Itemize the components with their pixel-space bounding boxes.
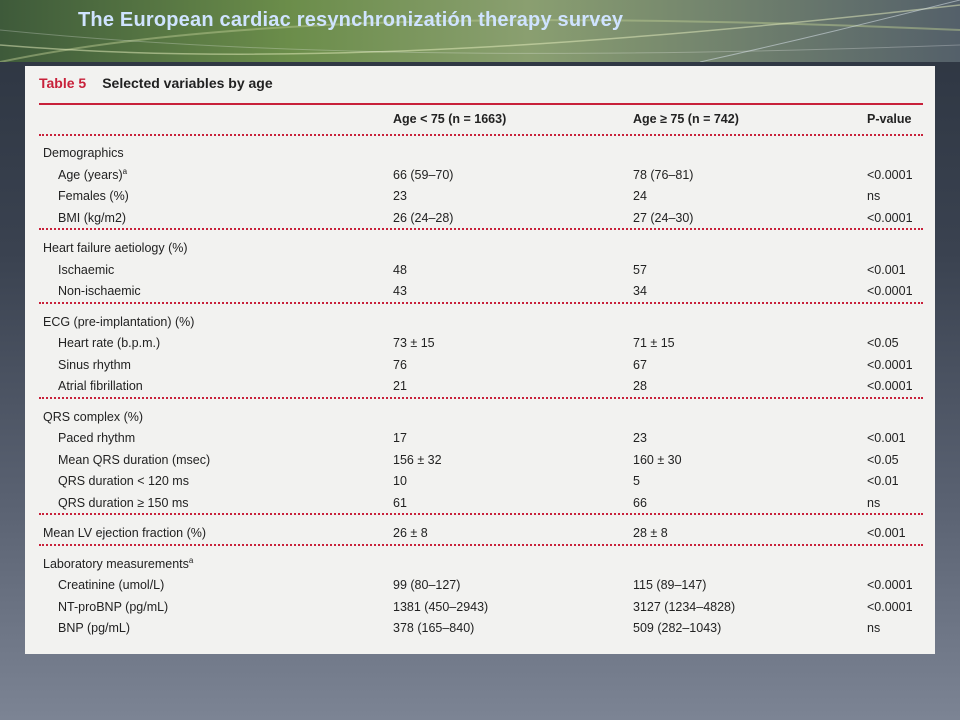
section-label: Laboratory measurementsa [43,555,194,571]
cell-p-value: <0.001 [867,262,906,277]
cell-p-value: <0.0001 [867,599,913,614]
cell-age-under-75: 156 ± 32 [393,452,442,467]
cell-age-under-75: 10 [393,474,407,488]
cell-p-value: <0.0001 [867,210,913,225]
row-label: QRS duration < 120 ms [58,474,189,488]
column-header-age-under-75: Age < 75 (n = 1663) [393,112,507,126]
cell-age-75-plus: 71 ± 15 [633,336,675,350]
cell-age-under-75: 26 (24–28) [393,210,454,225]
header-bottom-rule [39,134,923,136]
slide-title: The European cardiac resynchronizatión t… [78,9,624,31]
row-label: Ischaemic [58,262,115,277]
section-divider [39,228,923,230]
cell-p-value: ns [867,495,881,510]
cell-age-under-75: 48 [393,262,407,277]
row-label: Mean QRS duration (msec) [58,452,211,467]
cell-age-75-plus: 67 [633,357,647,372]
cell-age-under-75: 43 [393,284,407,298]
footnote-marker: a [188,555,194,565]
cell-age-under-75: 1381 (450–2943) [393,599,489,614]
section-divider [39,543,923,546]
cell-age-under-75: 21 [393,379,407,393]
cell-age-75-plus: 27 (24–30) [633,210,694,225]
section-label: Heart failure aetiology (%) [43,241,188,255]
footnote-marker: a [122,166,128,176]
cell-p-value: <0.001 [867,431,906,445]
section-label: QRS complex (%) [43,409,144,424]
cell-age-75-plus: 66 [633,495,647,510]
section-label: ECG (pre-implantation) (%) [43,314,195,329]
section-divider [39,513,923,515]
cell-age-under-75: 66 (59–70) [393,167,454,182]
cell-p-value: <0.01 [867,474,899,488]
row-label: Age (years)a [58,166,128,182]
cell-p-value: <0.05 [867,336,899,350]
cell-p-value: <0.0001 [867,167,913,182]
section-divider [39,301,923,304]
cell-age-under-75: 73 ± 15 [393,336,435,350]
section-label: Mean LV ejection fraction (%) [43,526,207,540]
cell-age-under-75: 17 [393,431,407,445]
cell-p-value: <0.05 [867,452,899,467]
header-top-rule [39,103,923,105]
row-label: NT-proBNP (pg/mL) [58,599,169,614]
cell-age-75-plus: 24 [633,189,647,203]
slide-header-band [0,0,960,62]
cell-p-value: <0.0001 [867,379,913,393]
column-header-age-75-plus: Age ≥ 75 (n = 742) [633,112,739,126]
row-label: Sinus rhythm [58,357,131,372]
cell-age-75-plus: 115 (89–147) [633,578,707,592]
cell-age-75-plus: 5 [633,474,640,488]
row-label: BNP (pg/mL) [58,621,131,635]
section-divider [39,396,923,399]
cell-p-value: <0.0001 [867,578,913,592]
decorative-swoosh [0,0,960,62]
data-table: Table 5 Selected variables by age Age < 7… [25,66,935,654]
row-label: Creatinine (umol/L) [58,578,165,592]
cell-age-75-plus: 57 [633,262,647,277]
row-label: Atrial fibrillation [58,379,143,393]
cell-age-under-75: 76 [393,357,407,372]
cell-age-75-plus: 3127 (1234–4828) [633,599,736,614]
cell-age-75-plus: 28 [633,379,647,393]
table-number: Table 5 [39,75,87,91]
row-label: Heart rate (b.p.m.) [58,336,161,350]
cell-age-under-75: 99 (80–127) [393,578,461,592]
row-label: QRS duration ≥ 150 ms [58,495,189,510]
row-label: Paced rhythm [58,431,136,445]
row-label: Non-ischaemic [58,284,141,298]
cell-age-75-plus: 509 (282–1043) [633,621,722,635]
section-label: Demographics [43,146,124,160]
cell-age-75-plus: 160 ± 30 [633,452,682,467]
cell-age-under-75: 23 [393,189,407,203]
cell-age-under-75: 61 [393,495,407,510]
row-label: BMI (kg/m2) [58,210,127,225]
cell-age-75-plus: 78 (76–81) [633,167,694,182]
cell-age-75-plus: 34 [633,284,647,298]
cell-p-value: ns [867,189,881,203]
cell-age-under-75: 26 ± 8 [393,526,428,540]
cell-p-value: ns [867,621,881,635]
cell-p-value: <0.0001 [867,357,913,372]
row-label: Females (%) [58,189,129,203]
cell-age-75-plus: 28 ± 8 [633,526,668,540]
column-header-p-value: P-value [867,112,912,126]
table-caption: Table 5 Selected variables by age [39,75,273,91]
cell-p-value: <0.001 [867,526,906,540]
cell-age-under-75: 378 (165–840) [393,621,475,635]
cell-age-75-plus: 23 [633,431,647,445]
table-title: Selected variables by age [102,75,273,91]
cell-p-value: <0.0001 [867,284,913,298]
